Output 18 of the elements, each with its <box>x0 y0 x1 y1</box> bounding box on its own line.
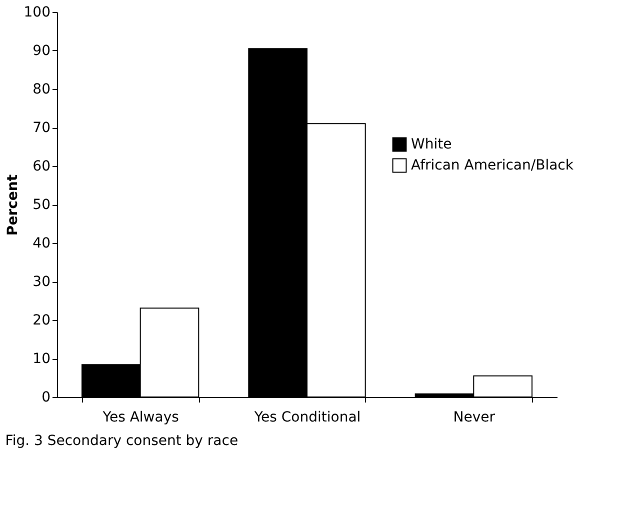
y-tick-label: 100 <box>24 4 50 20</box>
y-tick-label: 40 <box>32 236 50 252</box>
x-tick-label: Yes Conditional <box>253 410 361 426</box>
y-tick-label: 90 <box>32 43 50 59</box>
legend-label: White <box>411 136 452 152</box>
y-tick-label: 10 <box>32 351 50 367</box>
y-tick-label: 80 <box>32 82 50 98</box>
x-tick-label: Yes Always <box>102 410 179 426</box>
y-tick-label: 30 <box>32 274 50 290</box>
y-tick-label: 70 <box>32 120 50 136</box>
legend-label: African American/Black <box>411 158 574 174</box>
y-axis-title: Percent <box>4 174 21 236</box>
y-tick-label: 20 <box>32 312 50 328</box>
caption: Fig. 3 Secondary consent by race <box>5 433 238 449</box>
y-tick-label: 50 <box>32 197 50 213</box>
x-tick-label: Never <box>453 410 496 426</box>
y-tick-label: 60 <box>32 158 50 174</box>
y-tick-label: 0 <box>42 390 50 406</box>
